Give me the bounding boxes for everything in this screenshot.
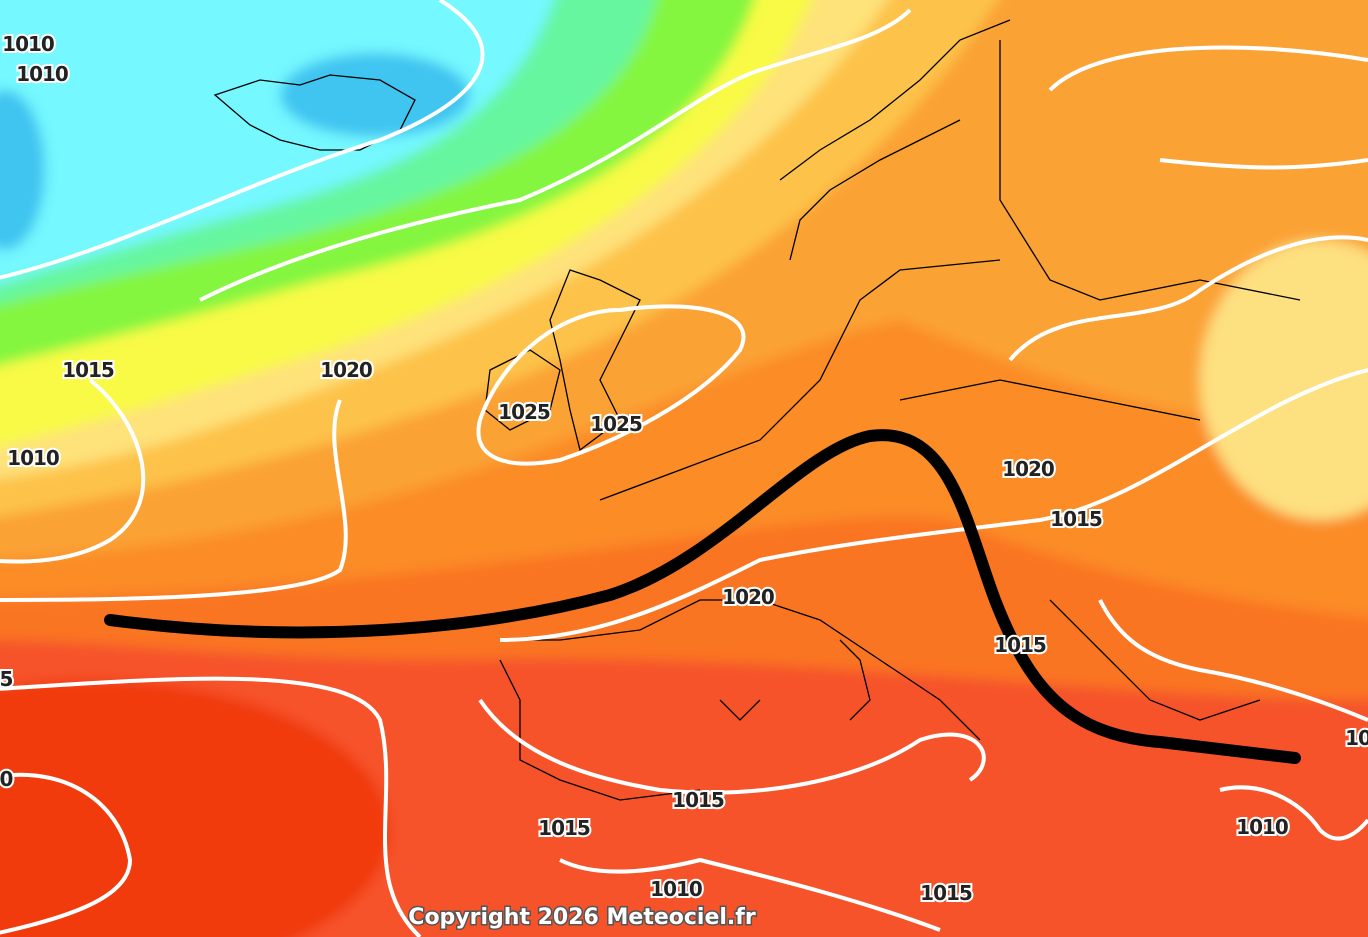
isobar-label: 0 bbox=[0, 767, 13, 791]
coastlines bbox=[213, 19, 1301, 801]
isobar-label: 1025 bbox=[590, 412, 642, 436]
isobar-label: 1010 bbox=[7, 446, 59, 470]
copyright: Copyright 2026 Meteociel.fr bbox=[408, 905, 756, 930]
isobar-label: 10 bbox=[1345, 726, 1368, 750]
isobar-label: 1010 bbox=[16, 62, 68, 86]
isobar-label: 1025 bbox=[498, 400, 550, 424]
isobar-label: 1015 bbox=[994, 633, 1046, 657]
isobar-label: 1015 bbox=[672, 788, 724, 812]
isobar-label: 1010 bbox=[1236, 815, 1288, 839]
isobar-label: 1015 bbox=[920, 881, 972, 905]
isobar-label: 1010 bbox=[650, 877, 702, 901]
isobar-label: 1020 bbox=[1002, 457, 1054, 481]
isobar-label: 5 bbox=[0, 667, 13, 691]
front-line bbox=[104, 429, 1301, 764]
isobar-label: 1015 bbox=[1050, 507, 1102, 531]
isobar-labels: 1010 1010 1015 1020 1025 1025 1010 1020 1015 1020… bbox=[0, 30, 1368, 907]
isobar-label: 1015 bbox=[62, 358, 114, 382]
isobar-label: 1020 bbox=[320, 358, 372, 382]
isobar-label: 1015 bbox=[538, 816, 590, 840]
isobar-label: 1010 bbox=[2, 32, 54, 56]
isobar-label: 1020 bbox=[722, 585, 774, 609]
